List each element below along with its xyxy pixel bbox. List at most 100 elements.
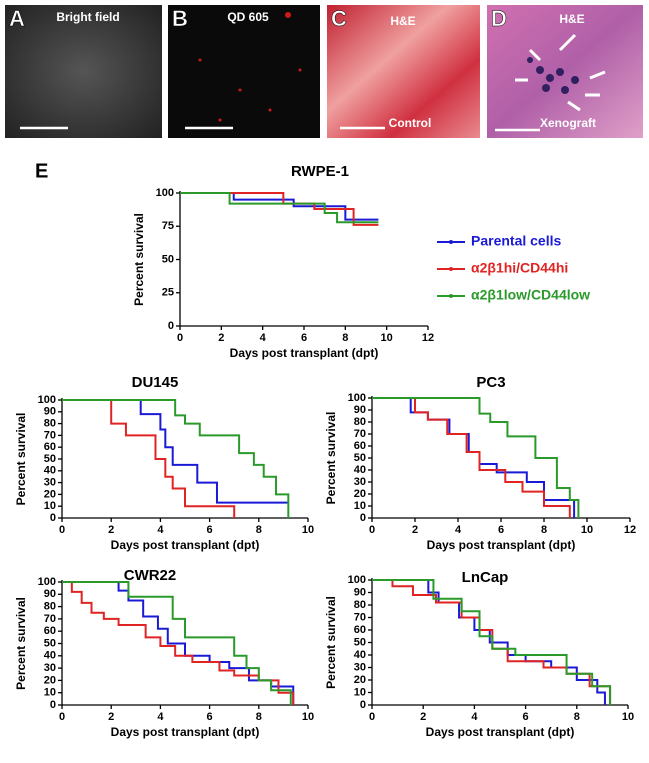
panel-caption: QD 605 xyxy=(227,10,269,24)
chart: RWPE-1 0 2 4 6 8 10 12 0 25 50 75 100 Days post trans… xyxy=(132,163,590,360)
legend-marker xyxy=(449,267,453,271)
panel-caption: H&E xyxy=(559,12,584,26)
y-tick-label: 60 xyxy=(354,624,366,636)
panel-letter: B xyxy=(172,6,188,31)
y-tick-label: 70 xyxy=(44,613,56,625)
y-tick-label: 0 xyxy=(360,512,366,524)
y-tick-label: 70 xyxy=(44,429,56,441)
survival-curve xyxy=(180,192,379,221)
y-tick-label: 20 xyxy=(354,674,366,686)
y-tick-label: 40 xyxy=(44,650,56,662)
survival-curve xyxy=(372,397,571,518)
x-tick-label: 4 xyxy=(157,711,164,723)
x-tick-label: 2 xyxy=(412,524,418,536)
panel-caption: Bright field xyxy=(56,10,119,24)
x-tick-label: 0 xyxy=(369,524,375,536)
y-tick-label: 60 xyxy=(44,625,56,637)
y-tick-label: 0 xyxy=(168,320,174,332)
x-tick-label: 8 xyxy=(574,711,580,723)
survival-curve xyxy=(372,579,612,705)
panel-letter: E xyxy=(35,160,48,182)
y-tick-label: 100 xyxy=(156,187,174,199)
y-tick-label: 0 xyxy=(50,512,56,524)
y-axis-label: Percent survival xyxy=(132,213,146,306)
chart-title: PC3 xyxy=(476,374,505,391)
y-tick-label: 90 xyxy=(354,586,366,598)
x-tick-label: 2 xyxy=(108,524,114,536)
y-axis-label: Percent survival xyxy=(14,597,28,690)
y-tick-label: 30 xyxy=(354,476,366,488)
y-tick-label: 50 xyxy=(162,253,174,265)
y-tick-label: 75 xyxy=(162,220,174,232)
x-tick-label: 8 xyxy=(541,524,547,536)
y-tick-label: 0 xyxy=(50,699,56,711)
y-tick-label: 25 xyxy=(162,287,174,299)
x-axis-label: Days post transplant (dpt) xyxy=(426,725,575,739)
arrows xyxy=(515,33,606,112)
x-tick-label: 2 xyxy=(420,711,426,723)
panel-caption: H&E xyxy=(390,14,415,28)
x-axis-label: Days post transplant (dpt) xyxy=(111,725,260,739)
y-tick-label: 20 xyxy=(354,488,366,500)
legend-label: α2β1low/CD44low xyxy=(471,287,590,303)
x-tick-label: 2 xyxy=(108,711,114,723)
y-tick-label: 60 xyxy=(354,440,366,452)
y-tick-label: 100 xyxy=(348,574,366,586)
nuclei xyxy=(527,57,579,94)
he-control-image xyxy=(327,5,480,138)
panel-letter: A xyxy=(9,6,25,31)
y-tick-label: 30 xyxy=(44,477,56,489)
x-tick-label: 0 xyxy=(369,711,375,723)
chart-title: RWPE-1 xyxy=(291,163,349,180)
panel-caption: Control xyxy=(389,116,432,130)
chart-title: DU145 xyxy=(132,374,179,391)
x-tick-label: 6 xyxy=(301,332,307,344)
y-tick-label: 90 xyxy=(354,404,366,416)
legend-marker xyxy=(449,240,453,244)
legend-label: α2β1hi/CD44hi xyxy=(471,260,568,276)
x-tick-label: 4 xyxy=(455,524,462,536)
y-tick-label: 90 xyxy=(44,406,56,418)
y-tick-label: 40 xyxy=(44,465,56,477)
he-xenograft-image xyxy=(487,5,643,138)
survival-curve xyxy=(180,192,379,224)
panel-caption: Xenograft xyxy=(540,116,596,130)
x-axis-label: Days post transplant (dpt) xyxy=(111,538,260,552)
y-tick-label: 70 xyxy=(354,428,366,440)
y-tick-label: 0 xyxy=(360,699,366,711)
y-tick-label: 30 xyxy=(354,661,366,673)
x-tick-label: 0 xyxy=(59,711,65,723)
x-tick-label: 12 xyxy=(422,332,434,344)
survival-curve xyxy=(62,399,290,518)
x-tick-label: 4 xyxy=(471,711,478,723)
x-axis-label: Days post transplant (dpt) xyxy=(427,538,576,552)
y-tick-label: 100 xyxy=(348,392,366,404)
survival-curve xyxy=(372,397,580,518)
y-tick-label: 90 xyxy=(44,588,56,600)
x-tick-label: 0 xyxy=(177,332,183,344)
y-tick-label: 20 xyxy=(44,488,56,500)
legend-marker xyxy=(449,294,453,298)
qd-image xyxy=(168,5,320,138)
y-tick-label: 50 xyxy=(354,452,366,464)
chart-title: CWR22 xyxy=(124,567,177,584)
y-axis-label: Percent survival xyxy=(324,596,338,689)
x-tick-label: 4 xyxy=(260,332,267,344)
x-tick-label: 10 xyxy=(381,332,393,344)
survival-curve xyxy=(62,399,289,504)
y-tick-label: 50 xyxy=(44,453,56,465)
x-tick-label: 10 xyxy=(581,524,593,536)
x-tick-label: 8 xyxy=(256,524,262,536)
y-tick-label: 50 xyxy=(354,636,366,648)
y-tick-label: 10 xyxy=(354,686,366,698)
y-tick-label: 80 xyxy=(354,416,366,428)
panel-letter: D xyxy=(491,6,507,31)
x-tick-label: 8 xyxy=(342,332,348,344)
survival-curve xyxy=(62,399,236,518)
y-tick-label: 30 xyxy=(44,662,56,674)
y-axis-label: Percent survival xyxy=(14,413,28,506)
